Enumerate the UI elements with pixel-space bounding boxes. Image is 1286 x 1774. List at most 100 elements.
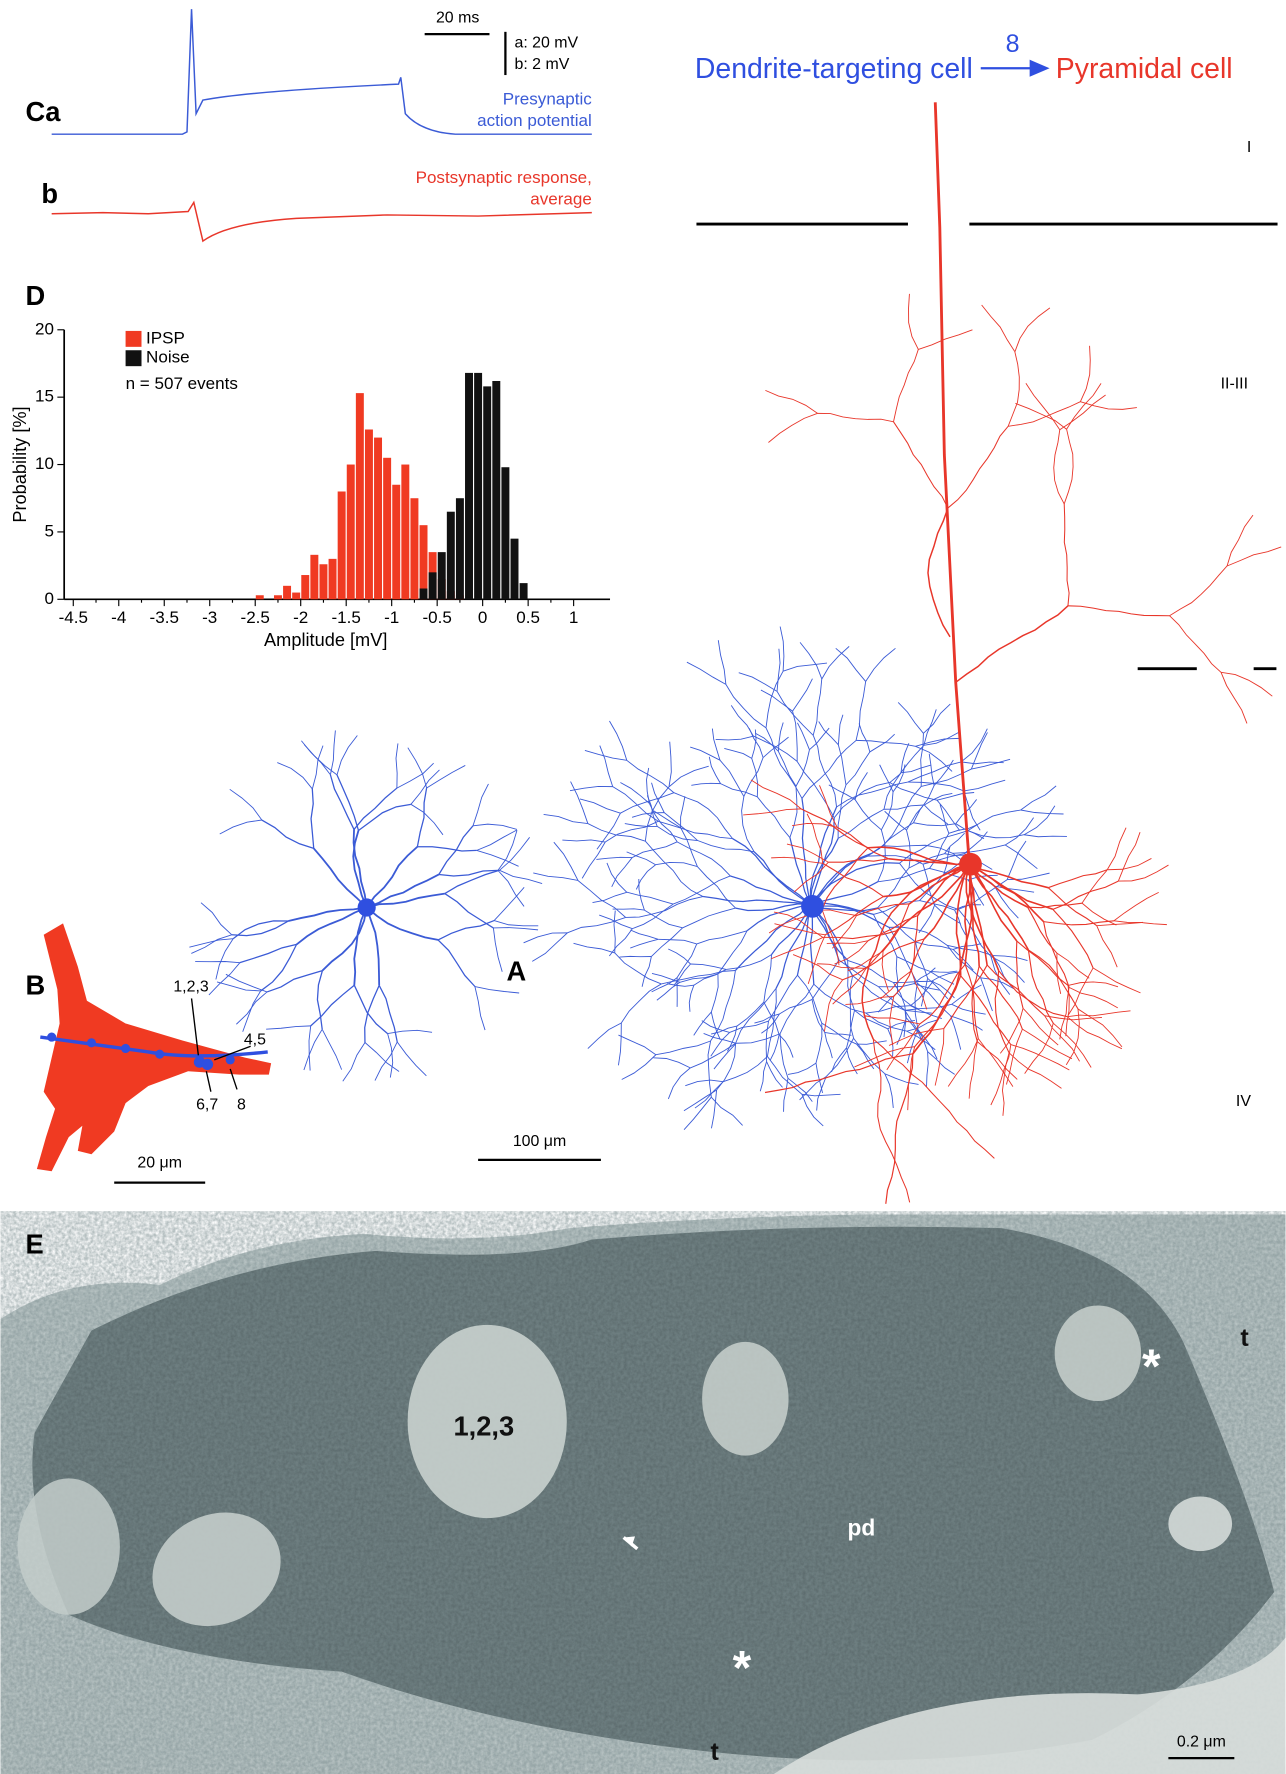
dendrite [304, 1029, 322, 1070]
dendrite [1009, 1053, 1061, 1089]
annotation: n = 507 events [126, 374, 238, 393]
dendrite [322, 1029, 341, 1069]
dendrite [1000, 1008, 1023, 1053]
dendrite [658, 939, 697, 944]
dendrite [677, 842, 730, 876]
dendrite [788, 1063, 816, 1074]
target-cell: Pyramidal cell [1056, 53, 1233, 85]
dendrite [1054, 430, 1064, 504]
dendrite [312, 746, 323, 789]
dendrite [217, 982, 261, 991]
bar [483, 386, 491, 599]
dendrite [918, 330, 972, 350]
dendrite [544, 814, 588, 823]
dendrite [681, 828, 698, 867]
dendrite [597, 813, 620, 849]
bar [520, 583, 528, 599]
dendrite [367, 907, 380, 985]
dendrite [477, 830, 517, 850]
dendrite [1069, 987, 1118, 1008]
dendrite [367, 847, 418, 908]
dendrite [809, 728, 829, 750]
dendrite [838, 809, 884, 838]
dendrite [220, 820, 262, 834]
dendrite [800, 1077, 827, 1100]
dendrite [752, 758, 758, 796]
postsynaptic-trace [52, 202, 592, 241]
bar [301, 575, 309, 599]
dendrite [801, 809, 868, 848]
dendrite [609, 721, 626, 760]
dendrite [771, 857, 823, 863]
dendrite [770, 1035, 779, 1061]
histogram: 05101520-4.5-4-3.5-3-2.5-2-1.5-1-0.500.5… [10, 319, 610, 650]
scale-a-label: a: 20 mV [514, 34, 578, 51]
dendrite [1024, 835, 1067, 837]
dendrite [262, 820, 314, 848]
dendrite [277, 763, 312, 789]
dendrite [585, 750, 627, 760]
dendrite [711, 1097, 742, 1125]
dendrite [656, 1041, 711, 1055]
dendrite [824, 980, 842, 1032]
dendrite [923, 704, 950, 733]
dendrite [337, 736, 357, 775]
time-scale-label: 20 ms [436, 9, 479, 26]
panel-label: B [26, 969, 46, 1000]
dendrite [195, 961, 240, 962]
dendrite [533, 873, 578, 881]
bar [438, 552, 446, 599]
dendrite [445, 894, 494, 928]
dendrite [894, 422, 948, 508]
dendrite [690, 747, 720, 760]
dendrite [856, 1041, 886, 1044]
dendrite [580, 799, 621, 813]
dendrite [780, 627, 784, 672]
dendrite [780, 984, 814, 1034]
x-tick-label: 0.5 [516, 608, 540, 627]
dendrite [796, 750, 809, 787]
dendrite [607, 863, 627, 892]
dendrite [1060, 987, 1069, 1039]
dendrite [884, 805, 924, 809]
dendrite [825, 897, 883, 935]
dendrite [854, 1010, 887, 1028]
bar [492, 381, 500, 599]
y-tick-label: 15 [35, 387, 54, 406]
dendrite [968, 810, 1021, 831]
dendrite [614, 911, 615, 953]
dendrite [674, 964, 691, 985]
dendrite [567, 917, 625, 932]
dendrite [797, 723, 809, 750]
dendrite [330, 775, 354, 830]
dendrite [622, 1055, 656, 1080]
dendrite [524, 933, 568, 943]
dendrite [971, 759, 1010, 769]
dendrite [768, 413, 817, 442]
dendrite [979, 966, 1022, 1029]
dendrite [991, 956, 1010, 994]
dendrite [926, 1052, 928, 1087]
contact-label: 8 [237, 1097, 246, 1114]
dendrite [739, 673, 777, 692]
dendrite [1080, 346, 1090, 402]
bar [447, 512, 455, 600]
dendrite [1097, 926, 1117, 967]
dendrite [630, 939, 658, 948]
em-label: pd [847, 1515, 875, 1541]
dendrite [818, 413, 894, 421]
bar [274, 595, 282, 599]
dendrite [1025, 1023, 1054, 1073]
dendrite [765, 390, 817, 413]
em-label: t [1240, 1324, 1249, 1352]
dendrite [790, 786, 797, 837]
x-tick-label: -4.5 [59, 608, 88, 627]
dendrite [929, 754, 934, 786]
dendrite [885, 1074, 894, 1108]
dendrite [301, 741, 330, 775]
dendrite [417, 788, 426, 847]
dendrite [681, 796, 685, 827]
dendrite [243, 991, 261, 1032]
dendrite [1028, 907, 1057, 953]
dendrite [908, 762, 961, 782]
